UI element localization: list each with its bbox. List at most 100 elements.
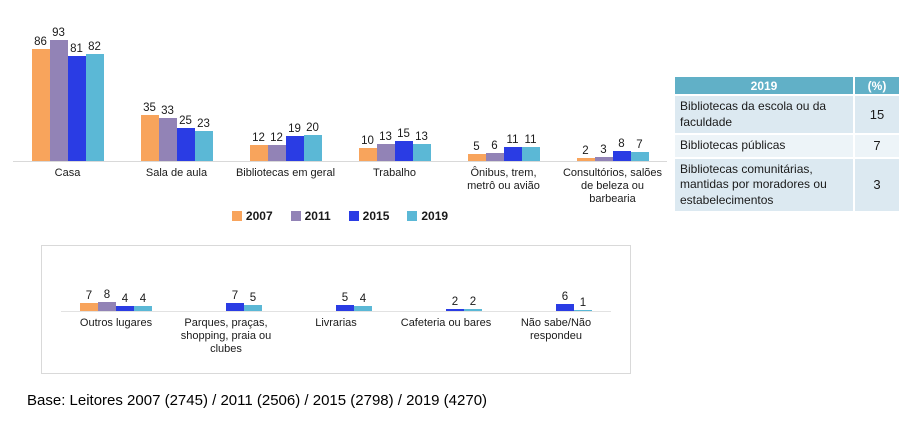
- bar-2019: 13: [412, 131, 431, 161]
- secondary-chart-category-labels: Outros lugares Parques, praças, shopping,…: [61, 312, 611, 356]
- legend-item-2015: 2015: [348, 209, 390, 223]
- table-row-value: 3: [855, 158, 899, 211]
- bar-2015: 81: [67, 43, 86, 161]
- bar-value-label: 2: [469, 296, 477, 308]
- bar-value-label: 3: [600, 144, 607, 156]
- bar-2019: 20: [303, 122, 322, 161]
- bar-value-label: 82: [88, 41, 101, 53]
- category-label: Não sabe/Não respondeu: [520, 317, 592, 342]
- legend-label: 2015: [362, 209, 390, 223]
- bar-group: 86 93 81 82: [13, 10, 122, 161]
- bar-value-label: 7: [85, 290, 93, 302]
- bar-2007: 7: [80, 290, 98, 311]
- bar-2019: 11: [521, 134, 540, 161]
- bar-2015: 8: [612, 138, 631, 161]
- bar-2015: 4: [116, 293, 134, 311]
- bar-value-label: 5: [473, 141, 480, 153]
- bar-value-label: 7: [231, 290, 239, 302]
- bar-group: 12 12 19 20: [231, 10, 340, 161]
- legend-label: 2019: [421, 209, 449, 223]
- bar-2007: 35: [140, 102, 159, 161]
- base-note: Base: Leitores 2007 (2745) / 2011 (2506)…: [27, 392, 488, 409]
- main-bar-chart: 86 93 81 82 35 33 25 23 12 12 19 20 10 13 15 13 5 6 11 11 2 3…: [13, 10, 667, 223]
- bar-value-label: 13: [379, 131, 392, 143]
- bar-2015: 15: [394, 128, 413, 161]
- category-label: Livrarias: [315, 317, 357, 329]
- table-row-label: Bibliotecas da escola ou da faculdade: [675, 96, 853, 133]
- bar-value-label: 4: [139, 293, 147, 305]
- table-row-value: 7: [855, 135, 899, 157]
- bar-2019: 82: [85, 41, 104, 161]
- bar-group: 5 6 11 11: [449, 10, 558, 161]
- category-label: Consultórios, salões de beleza ou barbea…: [562, 167, 663, 205]
- table-2019: 2019 (%) Bibliotecas da escola ou da fac…: [675, 77, 899, 211]
- bar-value-label: 2: [451, 296, 459, 308]
- table-header-year: 2019: [675, 77, 853, 94]
- main-chart-plot: 86 93 81 82 35 33 25 23 12 12 19 20 10 13 15 13 5 6 11 11 2 3…: [13, 10, 667, 162]
- bar-value-label: 2: [582, 145, 589, 157]
- category-label: Sala de aula: [145, 167, 208, 179]
- table-row-label: Bibliotecas comunitárias, mantidas por m…: [675, 158, 853, 211]
- legend-item-2011: 2011: [290, 209, 331, 223]
- bar-2019: 1: [574, 297, 592, 311]
- bar-value-label: 25: [179, 115, 192, 127]
- category-label: Parques, praças, shopping, praia ou club…: [180, 317, 272, 355]
- bar-2015: 2: [446, 296, 464, 311]
- bar-value-label: 12: [270, 132, 283, 144]
- bar-2019: 7: [630, 139, 649, 161]
- bar-2019: 4: [134, 293, 152, 311]
- bar-value-label: 81: [70, 43, 83, 55]
- bar-2015: 5: [336, 292, 354, 311]
- bar-value-label: 1: [579, 297, 587, 309]
- bar-2019: 23: [194, 118, 213, 161]
- bar-value-label: 86: [34, 36, 47, 48]
- bar-value-label: 15: [397, 128, 410, 140]
- bar-2007: 10: [358, 135, 377, 161]
- bar-value-label: 13: [415, 131, 428, 143]
- bar-value-label: 93: [52, 27, 65, 39]
- bar-value-label: 10: [361, 135, 374, 147]
- bar-value-label: 35: [143, 102, 156, 114]
- bar-value-label: 6: [491, 140, 498, 152]
- chart-legend: 2007 2011 2015 2019: [13, 209, 667, 223]
- bar-2015: 6: [556, 291, 574, 311]
- bar-2019: 4: [354, 293, 372, 311]
- bar-value-label: 33: [161, 105, 174, 117]
- bar-value-label: 5: [341, 292, 349, 304]
- bar-value-label: 12: [252, 132, 265, 144]
- bar-2015: 11: [503, 134, 522, 161]
- table-header-percent: (%): [855, 77, 899, 94]
- bar-value-label: 20: [306, 122, 319, 134]
- bar-value-label: 8: [103, 289, 111, 301]
- bar-2007: 5: [467, 141, 486, 161]
- bar-2015: 19: [285, 123, 304, 161]
- bar-value-label: 5: [249, 292, 257, 304]
- bar-2011: 3: [594, 144, 613, 161]
- bar-group: 10 13 15 13: [340, 10, 449, 161]
- category-label: Trabalho: [372, 167, 416, 179]
- legend-swatch-2007: [231, 211, 242, 221]
- bar-2015: 7: [226, 290, 244, 311]
- bar-value-label: 23: [197, 118, 210, 130]
- bar-value-label: 4: [121, 293, 129, 305]
- category-label: Ônibus, trem, metrô ou avião: [467, 167, 540, 192]
- bar-2007: 12: [249, 132, 268, 161]
- legend-swatch-2011: [290, 211, 301, 221]
- legend-label: 2007: [245, 209, 273, 223]
- bar-value-label: 11: [524, 134, 537, 146]
- bar-2011: 33: [158, 105, 177, 161]
- category-label: Casa: [54, 167, 81, 179]
- bar-value-label: 6: [561, 291, 569, 303]
- legend-item-2007: 2007: [231, 209, 273, 223]
- bar-value-label: 4: [359, 293, 367, 305]
- legend-label: 2011: [304, 209, 331, 223]
- bar-2007: 86: [31, 36, 50, 161]
- bar-2011: 93: [49, 27, 68, 161]
- bar-2019: 2: [464, 296, 482, 311]
